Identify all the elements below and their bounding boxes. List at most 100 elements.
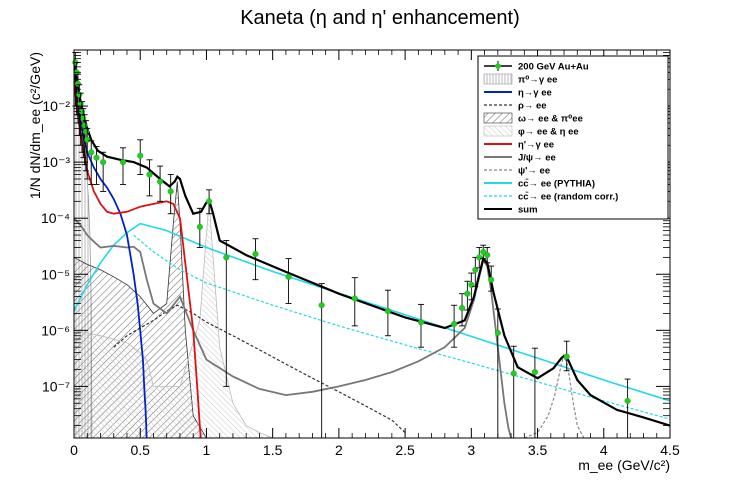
data-point (146, 159, 153, 197)
data-point (488, 265, 495, 292)
x-tick-label: 4.5 (660, 442, 680, 458)
marker (476, 254, 483, 261)
x-tick-label: 0.5 (130, 442, 150, 458)
legend-label: cc̄→ ee (PYTHIA) (518, 178, 595, 189)
x-tick-label: 4 (600, 442, 608, 458)
marker (84, 136, 91, 143)
legend-entry: π⁰→γ ee (483, 73, 557, 86)
data-point (510, 345, 517, 438)
data-point (351, 277, 358, 327)
data-point (531, 347, 538, 438)
y-tick-label: 10⁻⁶ (41, 322, 70, 338)
data-point (119, 147, 127, 185)
x-axis: 0 0.5 1 1.5 2 2.5 3 3.5 4 4.5 (70, 50, 680, 458)
legend-entry: J/ψ→ ee (484, 153, 556, 164)
x-tick-label: 3.5 (528, 442, 548, 458)
legend-swatch-hatch (483, 125, 513, 137)
marker (100, 159, 107, 166)
legend-entry: ψ'→ ee (484, 166, 550, 177)
data-point (480, 244, 487, 260)
y-tick-label: 10⁻² (42, 98, 70, 114)
data-point (196, 207, 203, 248)
x-tick-label: 2 (335, 442, 343, 458)
marker (484, 252, 491, 259)
x-tick-label: 1 (203, 442, 211, 458)
y-tick-label: 10⁻³ (42, 154, 70, 170)
legend-entry: φ→ ee & η ee (483, 125, 579, 138)
series-line-ee (524, 357, 585, 438)
marker (119, 159, 127, 166)
marker (196, 223, 203, 230)
marker (285, 273, 292, 280)
data-point (484, 247, 491, 264)
marker (146, 171, 153, 178)
legend-swatch-marker (495, 63, 501, 69)
marker (451, 320, 458, 327)
data-point (318, 283, 325, 438)
marker (531, 369, 538, 376)
marker (82, 128, 89, 135)
legend-entry: η'→γ ee (484, 140, 554, 151)
x-tick-label: 0 (70, 442, 78, 458)
legend-entry: sum (484, 205, 538, 216)
marker (488, 276, 495, 283)
legend-label: ρ→ ee (518, 101, 547, 112)
marker (81, 122, 88, 129)
data-point (417, 303, 425, 348)
marker (563, 353, 570, 360)
marker (167, 188, 174, 195)
legend-swatch-hatch (483, 112, 513, 124)
x-axis-label: m_ee (GeV/c²) (578, 457, 670, 473)
legend-label: ω→ ee & π⁰ee (518, 114, 583, 125)
data-point (206, 189, 213, 215)
marker (494, 329, 501, 336)
data-point (137, 139, 144, 176)
legend-label: φ→ ee & η ee (518, 127, 579, 138)
legend-label: η'→γ ee (518, 140, 554, 151)
marker (318, 302, 325, 309)
series-line-sum (74, 62, 670, 427)
marker (74, 80, 82, 87)
legend-entry: ω→ ee & π⁰ee (483, 112, 583, 125)
legend-label: η→γ ee (518, 88, 552, 99)
data-point (252, 238, 259, 281)
data-point (384, 289, 391, 337)
data-point (157, 165, 164, 202)
series-line-cc-ee-pythia (74, 222, 670, 402)
legend: 200 GeV Au+Au π⁰→γ ee η→γ ee ρ→ ee ω→ ee & π… (477, 55, 669, 220)
y-tick-label: 10⁻⁷ (42, 378, 70, 394)
data-point (167, 174, 174, 215)
data-point (459, 293, 466, 327)
plot-frame (73, 49, 671, 439)
data-point (464, 280, 471, 311)
data-point (494, 308, 501, 438)
data-point (451, 304, 458, 348)
marker (459, 304, 466, 312)
marker (480, 248, 487, 255)
legend-entry: cc̄→ ee (PYTHIA) (484, 178, 595, 190)
chart-title: Kaneta (η and η' enhancement) (240, 7, 520, 29)
legend-label: ψ'→ ee (518, 166, 550, 177)
marker (417, 319, 425, 326)
y-axis-label: 1/N dN/dm_ee (c²/GeV) (27, 52, 43, 199)
x-tick-label: 2.5 (395, 442, 415, 458)
marker (206, 198, 213, 205)
hatched-contributions (74, 66, 273, 438)
series-line-cc-ee-random-corr (133, 234, 670, 420)
marker (76, 91, 83, 98)
data-point (472, 256, 479, 288)
data-point (624, 378, 631, 438)
legend-label: J/ψ→ ee (518, 153, 556, 164)
marker (468, 281, 475, 288)
legend-label: π⁰→γ ee (518, 75, 557, 86)
legend-entry: 200 GeV Au+Au (484, 61, 589, 73)
marker (384, 308, 391, 315)
data-point (563, 340, 570, 372)
data-point (100, 151, 107, 192)
data-point (285, 258, 292, 305)
x-tick-label: 1.5 (263, 442, 283, 458)
marker (252, 250, 259, 258)
marker (464, 290, 471, 297)
marker (351, 295, 358, 302)
